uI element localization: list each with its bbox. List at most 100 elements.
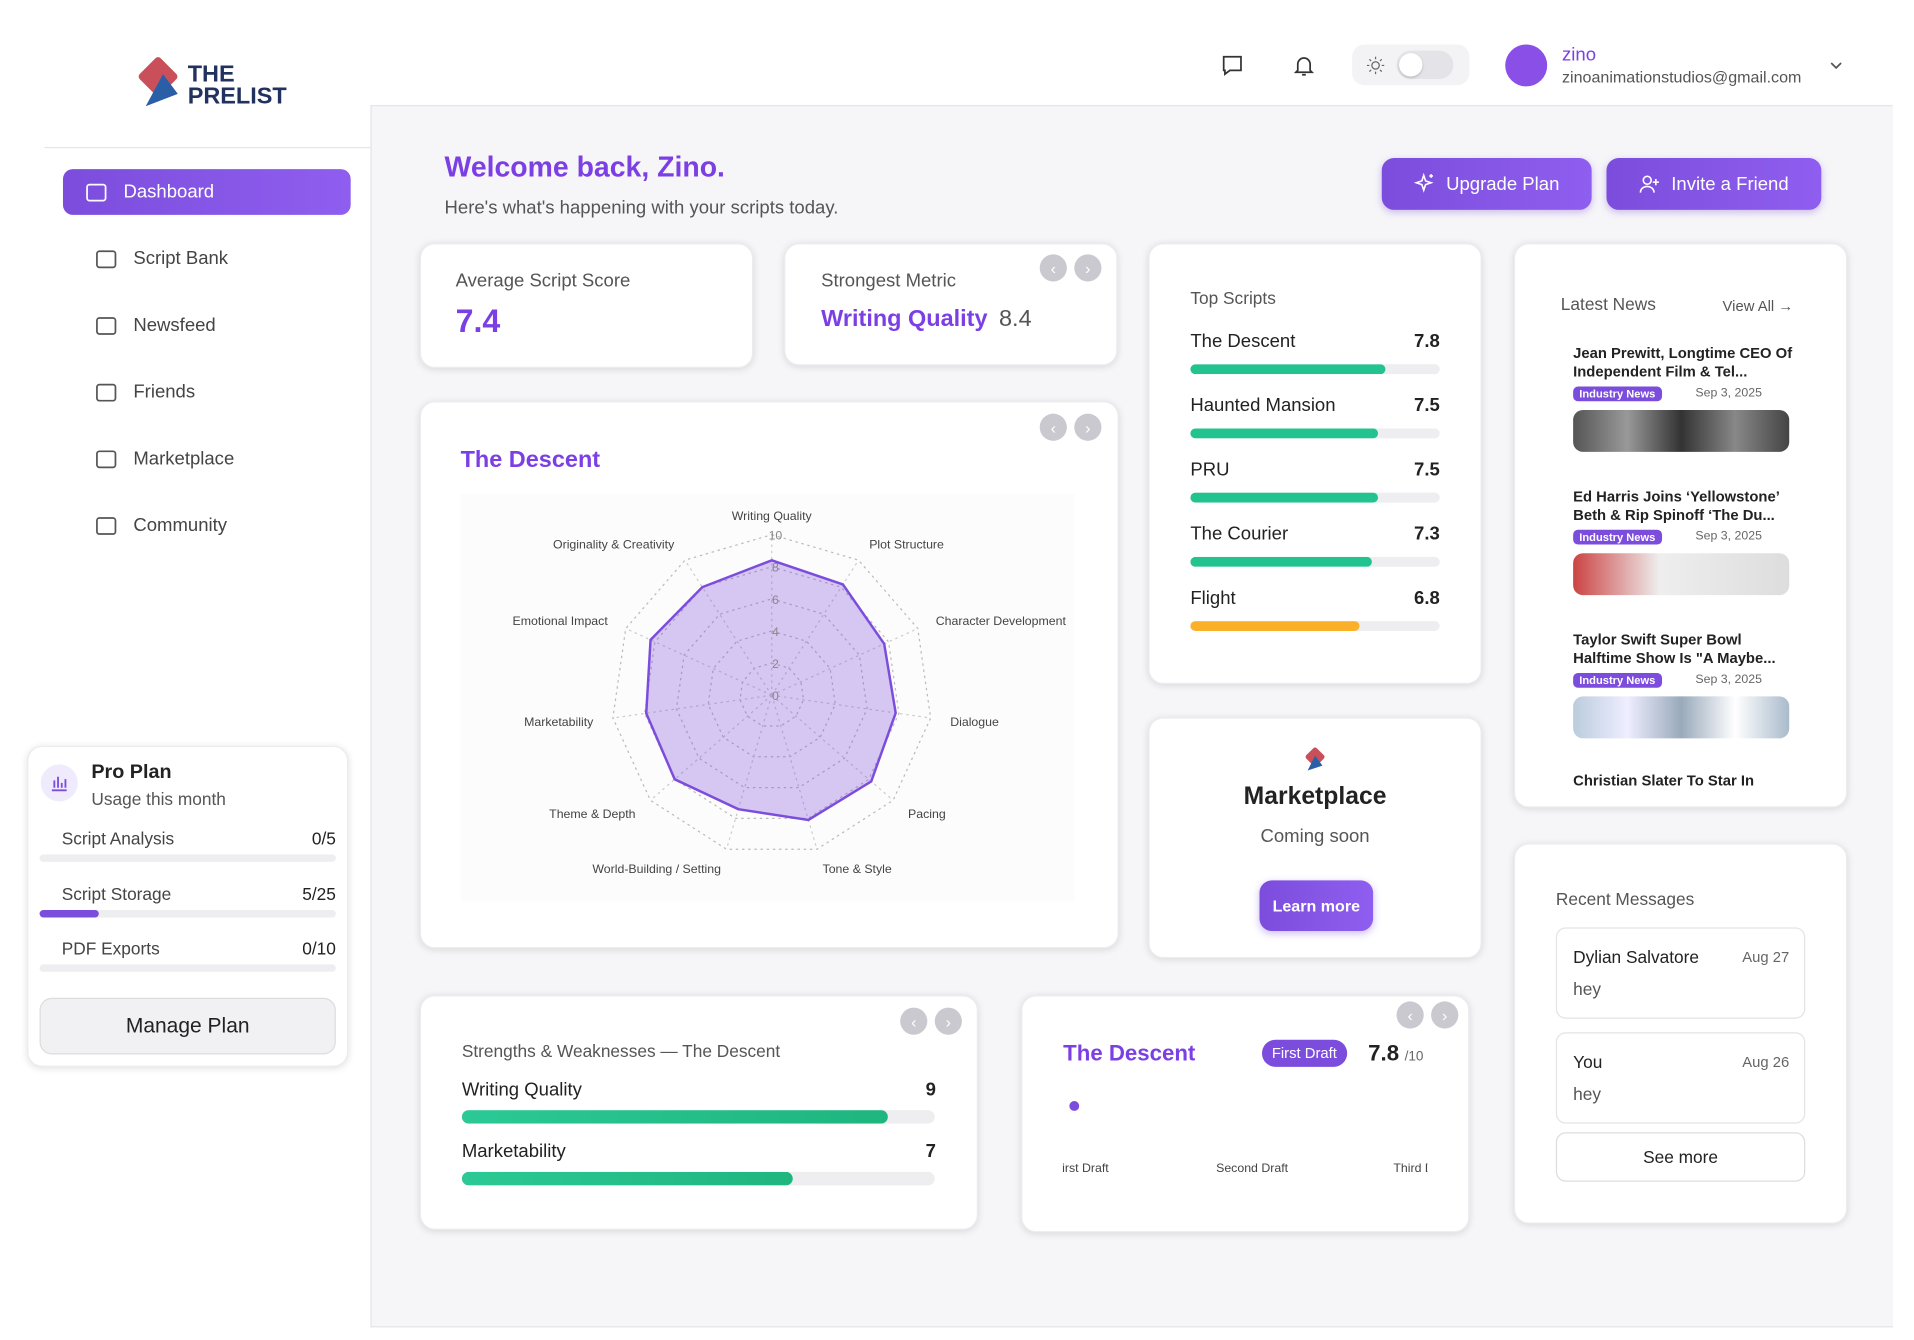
page-title: Welcome back, Zino. bbox=[444, 150, 725, 183]
score-track bbox=[1190, 428, 1440, 439]
nav-label: Community bbox=[133, 514, 228, 536]
nav-icon bbox=[96, 316, 117, 335]
news-headline: Christian Slater To Star In bbox=[1573, 771, 1755, 790]
user-email: zinoanimationstudios@gmail.com bbox=[1562, 67, 1802, 87]
score-suffix: /10 bbox=[1404, 1049, 1424, 1065]
nav-label: Newsfeed bbox=[133, 314, 216, 336]
metric-bar bbox=[461, 1171, 793, 1186]
axis-label: Marketability bbox=[524, 715, 594, 729]
metric-name: Writing Quality bbox=[821, 306, 988, 333]
message-date: Aug 26 bbox=[1742, 1053, 1790, 1071]
nav-icon bbox=[86, 183, 107, 201]
metric-name: Marketability bbox=[461, 1140, 566, 1162]
divider bbox=[44, 146, 371, 149]
card-title: Strengths & Weaknesses — The Descent bbox=[461, 1040, 781, 1061]
message[interactable]: Dylian Salvatore Aug 27 hey bbox=[1555, 927, 1806, 1019]
news-date: Sep 3, 2025 bbox=[1695, 529, 1762, 544]
news-tag: Industry News bbox=[1573, 386, 1662, 402]
score-row: 7.8 /10 bbox=[1368, 1041, 1423, 1067]
usage-count: 5/25 bbox=[302, 883, 336, 904]
message-text: hey bbox=[1573, 979, 1602, 999]
nav-label: Script Bank bbox=[133, 248, 229, 270]
score-bar bbox=[1190, 556, 1373, 567]
messages-icon[interactable] bbox=[1220, 53, 1245, 78]
user-menu-chevron[interactable] bbox=[1828, 57, 1845, 74]
script-score: 7.8 bbox=[1414, 330, 1440, 352]
avatar[interactable] bbox=[1505, 44, 1548, 87]
score-track bbox=[1190, 364, 1440, 375]
nav-item[interactable]: Marketplace bbox=[73, 436, 361, 482]
usage-label: Script Storage bbox=[61, 883, 172, 904]
nav-item[interactable]: Script Bank bbox=[73, 236, 361, 282]
score-bar bbox=[1190, 492, 1378, 503]
axis-label: Writing Quality bbox=[732, 509, 813, 523]
script-name: Haunted Mansion bbox=[1190, 395, 1336, 417]
axis-label: Originality & Creativity bbox=[553, 537, 675, 551]
news-date: Sep 3, 2025 bbox=[1695, 672, 1762, 687]
message[interactable]: You Aug 26 hey bbox=[1555, 1032, 1806, 1124]
chart-title: The Descent bbox=[460, 446, 601, 473]
nav-icon bbox=[96, 249, 117, 268]
manage-plan-button[interactable]: Manage Plan bbox=[39, 997, 336, 1055]
metric-score: 7 bbox=[925, 1140, 936, 1162]
news-headline[interactable]: Taylor Swift Super Bowl Halftime Show Is… bbox=[1573, 630, 1776, 667]
news-image bbox=[1573, 409, 1790, 452]
top-scripts-card: Top Scripts The Descent 7.8 Haunted Mansio… bbox=[1148, 243, 1482, 685]
news-headline[interactable]: Ed Harris Joins ‘Yellowstone’ Beth & Rip… bbox=[1573, 487, 1780, 524]
nav-item[interactable]: Dashboard bbox=[62, 169, 351, 215]
nav-label: Friends bbox=[133, 381, 196, 403]
news-card: Latest News View All → Christian Slater … bbox=[1513, 243, 1848, 808]
usage-count: 0/5 bbox=[311, 828, 336, 849]
grid-ring bbox=[707, 630, 836, 758]
notifications-icon[interactable] bbox=[1292, 53, 1317, 78]
plan-subtitle: Usage this month bbox=[91, 789, 226, 809]
learn-more-button[interactable]: Learn more bbox=[1259, 880, 1374, 932]
x-tick-label: First Draft bbox=[1062, 1161, 1109, 1175]
metric-bar bbox=[461, 1110, 888, 1124]
grid-ring bbox=[739, 662, 805, 727]
usage-track bbox=[39, 964, 336, 972]
script-score: 7.5 bbox=[1414, 395, 1440, 417]
upgrade-button[interactable]: Upgrade Plan bbox=[1381, 158, 1592, 210]
carousel-arrows[interactable]: ‹ › bbox=[1039, 413, 1102, 441]
message-date: Aug 27 bbox=[1742, 948, 1790, 966]
script-name: The Courier bbox=[1190, 523, 1289, 545]
news-headline[interactable]: Jean Prewitt, Longtime CEO Of Independen… bbox=[1573, 344, 1793, 381]
script-name: Flight bbox=[1190, 587, 1236, 609]
carousel-arrows[interactable]: ‹ › bbox=[1039, 254, 1102, 282]
icon-shape bbox=[96, 516, 117, 535]
nav-item[interactable]: Community bbox=[73, 503, 361, 549]
axis-label: World-Building / Setting bbox=[592, 862, 721, 876]
carousel-arrows[interactable]: ‹ › bbox=[900, 1007, 962, 1035]
card-title: Recent Messages bbox=[1555, 889, 1695, 909]
r-tick-label: 10 bbox=[769, 529, 783, 543]
nav-item[interactable]: Newsfeed bbox=[73, 303, 361, 349]
axis-label: Dialogue bbox=[950, 715, 999, 729]
axis-label: Theme & Depth bbox=[549, 807, 635, 821]
marketplace-card: Marketplace Coming soon Learn more bbox=[1148, 717, 1482, 959]
user-name: zino bbox=[1562, 44, 1597, 66]
card-title: Marketplace bbox=[1243, 782, 1387, 811]
plan-title: Pro Plan bbox=[91, 761, 172, 783]
see-more-button[interactable]: See more bbox=[1555, 1132, 1806, 1182]
metric-row: Writing Quality 8.4 bbox=[821, 306, 1031, 333]
logo-text: THE PRELIST bbox=[188, 63, 287, 109]
score: 7.8 bbox=[1368, 1040, 1400, 1066]
script-name: The Descent bbox=[1190, 330, 1296, 352]
nav-label: Dashboard bbox=[123, 181, 215, 203]
grid-ring bbox=[675, 598, 868, 789]
nav-item[interactable]: Friends bbox=[73, 369, 361, 415]
carousel-arrows[interactable]: ‹ › bbox=[1396, 1001, 1459, 1029]
theme-toggle[interactable] bbox=[1352, 44, 1470, 86]
metric-score: 9 bbox=[925, 1079, 936, 1101]
r-tick-label: 8 bbox=[772, 561, 779, 575]
view-all-link[interactable]: View All → bbox=[1722, 297, 1794, 315]
card-title: The Descent bbox=[1063, 1040, 1196, 1066]
axis-label: Plot Structure bbox=[869, 537, 944, 551]
invite-button[interactable]: Invite a Friend bbox=[1606, 158, 1822, 210]
script-name: PRU bbox=[1190, 459, 1230, 481]
score-bar bbox=[1190, 364, 1385, 375]
metric-track bbox=[461, 1110, 935, 1124]
axis-label: Pacing bbox=[908, 807, 946, 821]
draft-badge: First Draft bbox=[1261, 1039, 1347, 1067]
